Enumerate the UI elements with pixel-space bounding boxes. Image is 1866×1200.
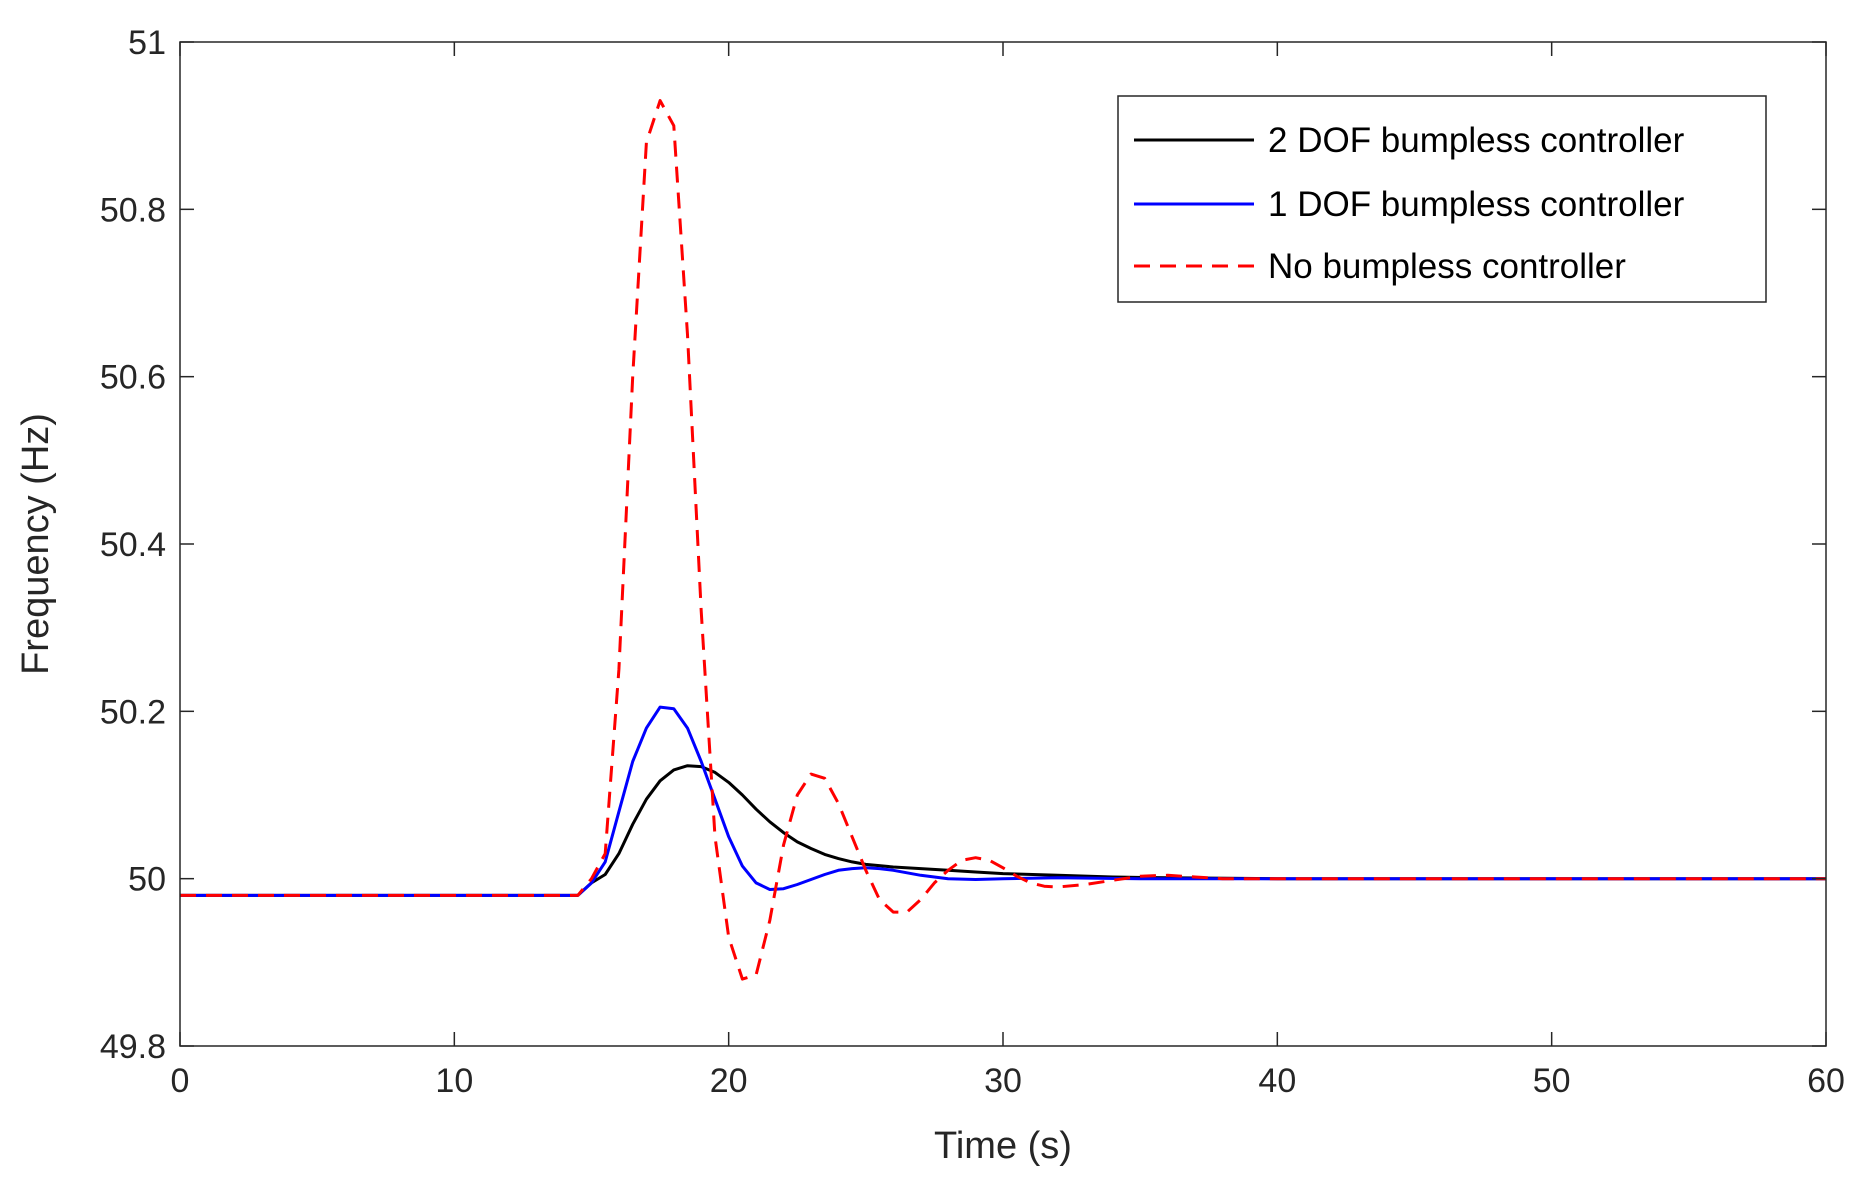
y-axis-title: Frequency (Hz): [15, 413, 57, 675]
x-tick-label: 60: [1807, 1062, 1845, 1100]
x-tick-label: 0: [171, 1062, 190, 1100]
legend-items: 2 DOF bumpless controller 1 DOF bumpless …: [1134, 121, 1685, 286]
series-line-1-dof-bumpless-controller: [180, 705, 1826, 897]
legend: 2 DOF bumpless controller 1 DOF bumpless …: [1117, 95, 1767, 303]
y-tick-label: 50: [128, 861, 166, 899]
legend-box: [1117, 95, 1767, 303]
y-tick-label: 50.2: [100, 693, 166, 731]
y-tick-label: 49.8: [100, 1028, 166, 1066]
x-tick-label: 20: [710, 1062, 748, 1100]
legend-label: 2 DOF bumpless controller: [1268, 121, 1685, 160]
y-tick-label: 50.6: [100, 359, 166, 397]
series-layer: [180, 99, 1826, 981]
tick-layer: 0 10 20 30 40 50 60 49.8 50 50.2 50.4 50.6 50.8 51: [100, 24, 1845, 1100]
x-tick-label: 30: [984, 1062, 1022, 1100]
series-line-no-bumpless-controller: [180, 99, 1826, 981]
y-tick-label: 51: [128, 24, 166, 62]
series-line-2-dof-bumpless-controller: [180, 764, 1826, 897]
x-tick-label: 10: [435, 1062, 473, 1100]
y-tick-label: 50.4: [100, 526, 166, 564]
y-tick-label: 50.8: [100, 191, 166, 229]
legend-label: 1 DOF bumpless controller: [1268, 185, 1685, 224]
x-tick-label: 40: [1258, 1062, 1296, 1100]
x-tick-label: 50: [1533, 1062, 1571, 1100]
legend-label: No bumpless controller: [1268, 247, 1626, 286]
x-axis-title: Time (s): [934, 1125, 1072, 1167]
